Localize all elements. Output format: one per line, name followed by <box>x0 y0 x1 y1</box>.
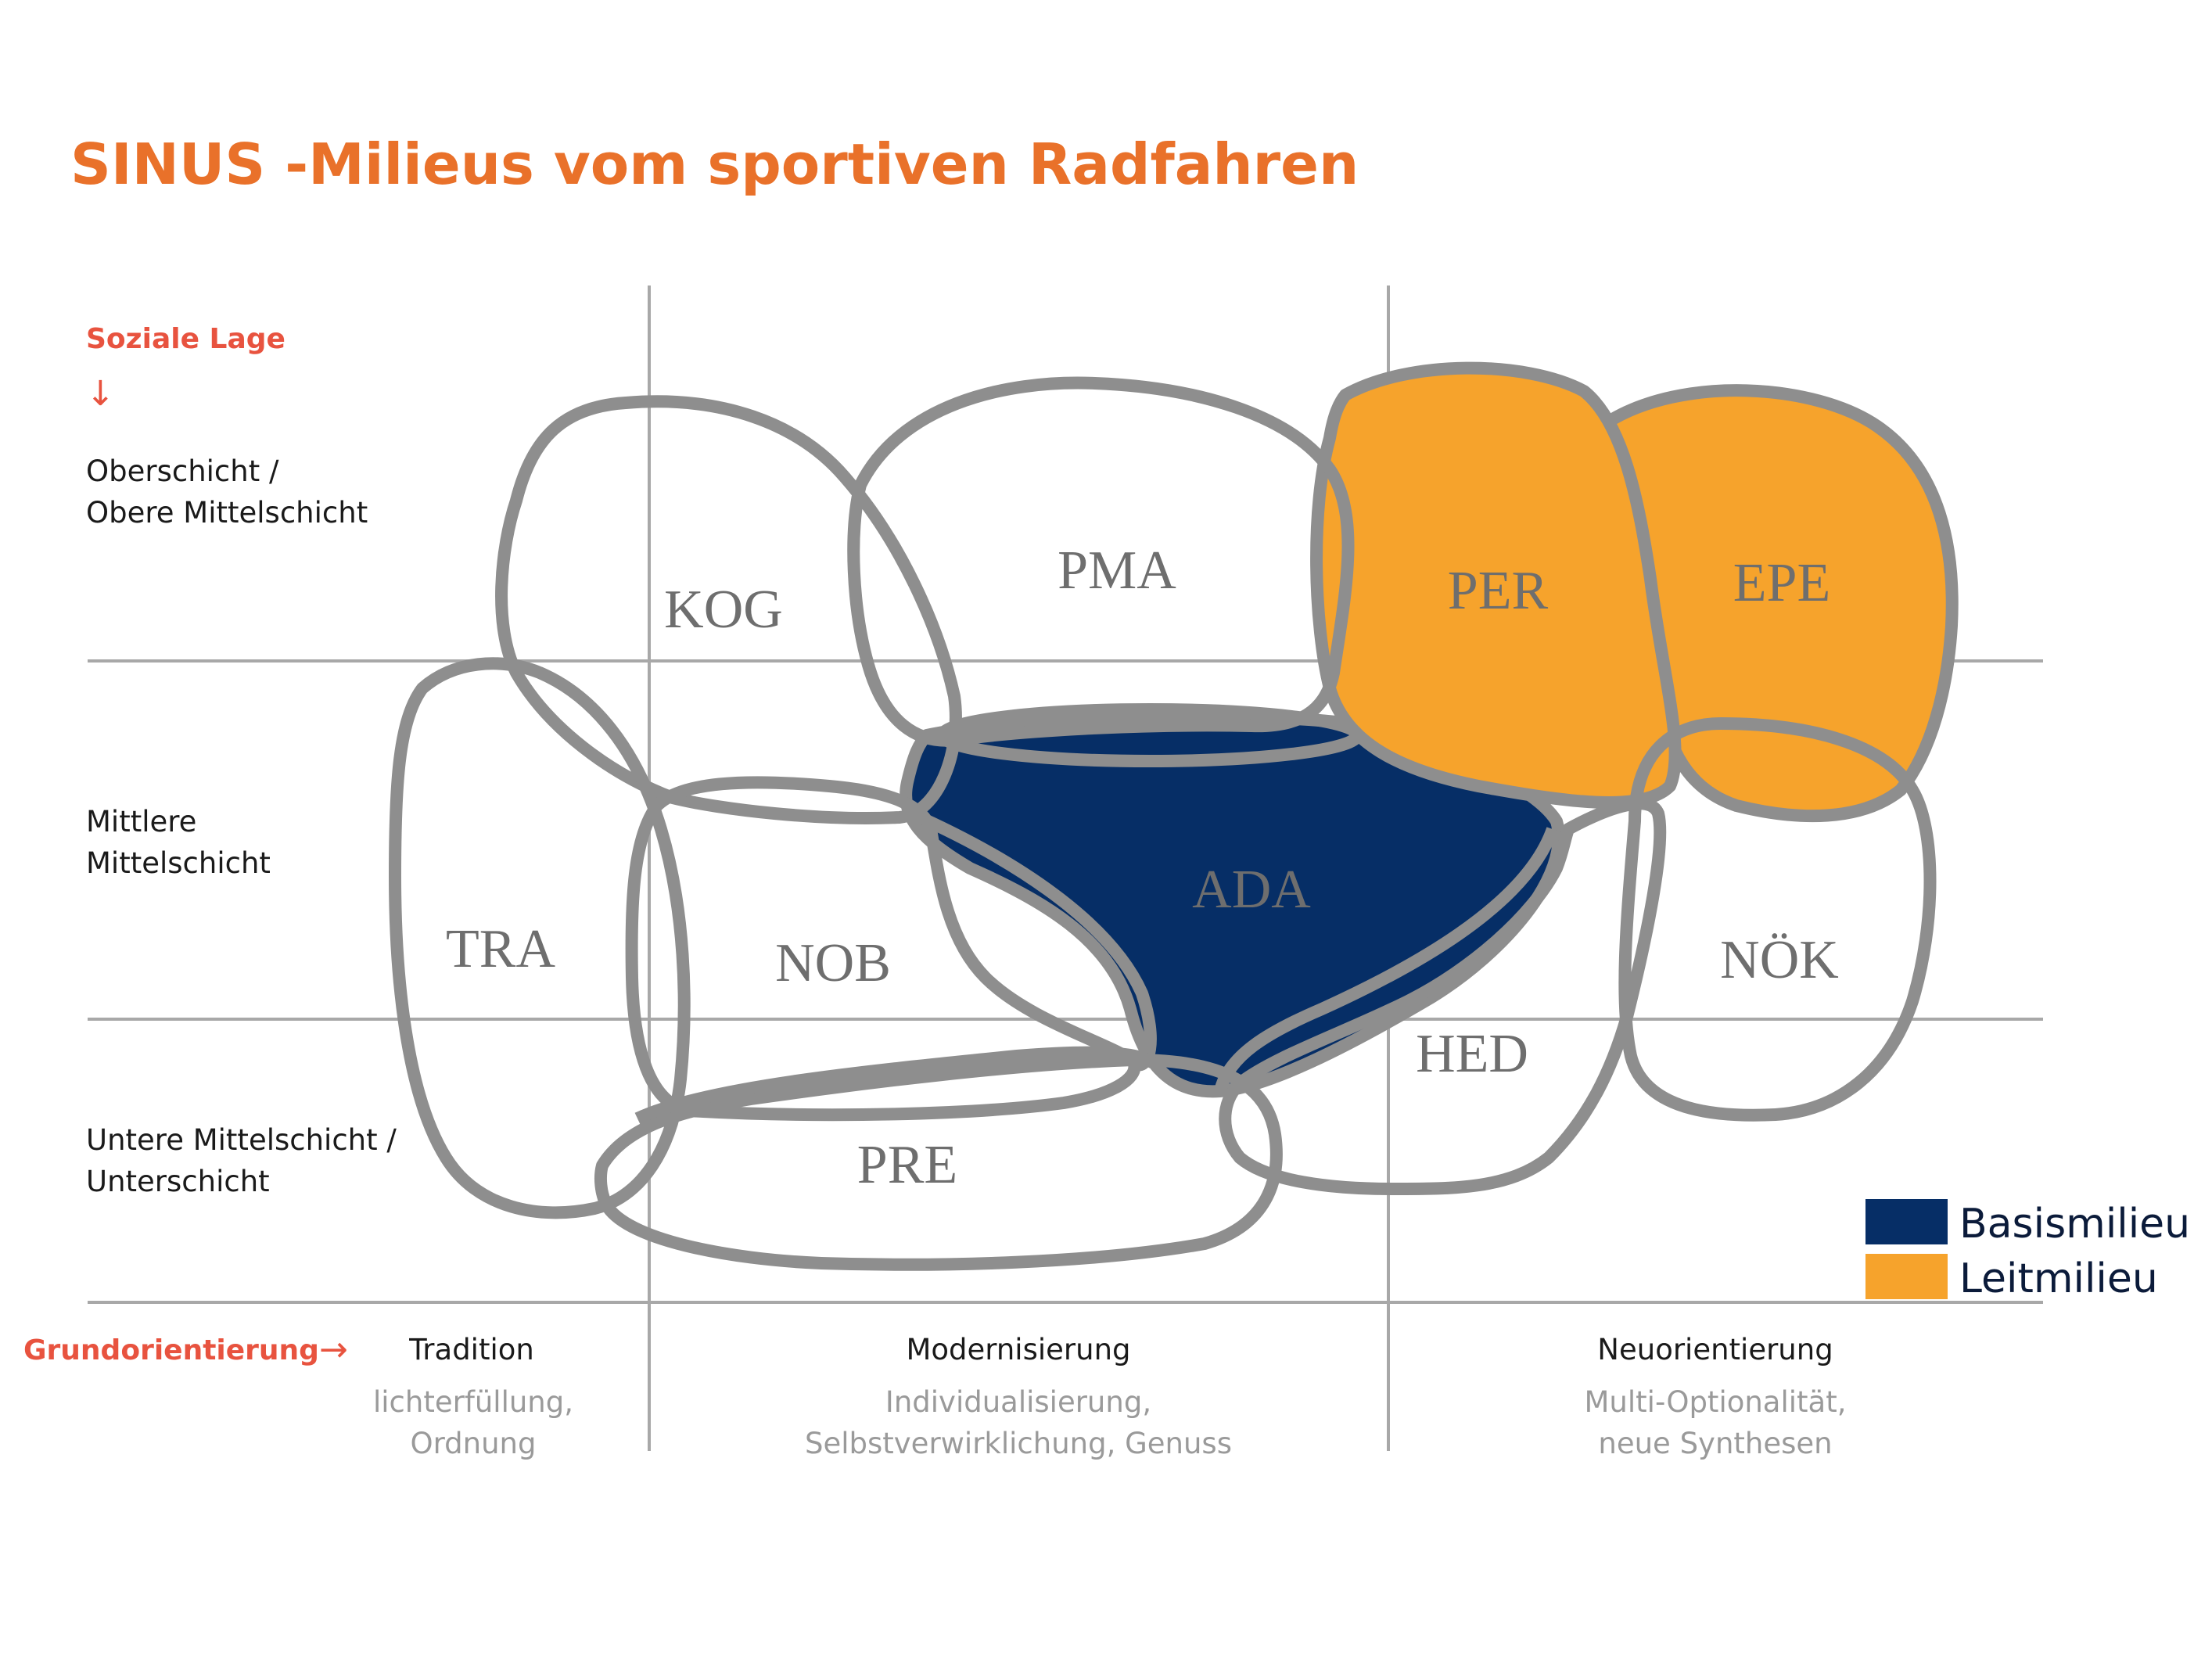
x-column-3-sub1: Multi-Optionalität, <box>1585 1385 1847 1419</box>
milieu-label-kog: KOG <box>664 580 783 640</box>
milieu-label-nok: NÖK <box>1720 930 1839 990</box>
legend: Basismilieu Leitmilieu <box>1865 1199 2190 1302</box>
milieu-shape-hed <box>1219 797 1667 1195</box>
milieu-shape-pre-upper-band <box>634 1046 1158 1125</box>
x-axis-arrow: → <box>319 1330 348 1370</box>
milieu-shape-tra <box>389 657 691 1219</box>
y-axis: Soziale Lage ↓ Oberschicht / Obere Mitte… <box>86 323 397 1198</box>
milieu-label-ada: ADA <box>1192 860 1311 920</box>
milieu-label-pma: PMA <box>1058 540 1176 601</box>
y-level-2-line2: Mittelschicht <box>86 846 271 880</box>
legend-label-basis: Basismilieu <box>1959 1201 2190 1248</box>
milieu-label-per: PER <box>1448 561 1549 621</box>
milieu-label-nob: NOB <box>775 933 891 993</box>
x-column-2-sub1: Individualisierung, <box>885 1385 1151 1419</box>
y-level-3-line2: Unterschicht <box>86 1165 270 1198</box>
legend-swatch-basis <box>1865 1199 1948 1244</box>
milieu-label-tra: TRA <box>446 919 555 979</box>
y-level-1-line1: Oberschicht / <box>86 454 279 488</box>
x-column-3-name: Neuorientierung <box>1597 1333 1833 1366</box>
milieu-label-pre: PRE <box>857 1135 957 1195</box>
milieu-labels: KOG PMA PER EPE TRA NOB ADA NÖK HED PRE <box>446 540 1839 1195</box>
x-column-1-sub2: Ordnung <box>410 1427 536 1460</box>
milieu-label-hed: HED <box>1416 1024 1528 1084</box>
page-title: SINUS -Milieus vom sportiven Radfahren <box>70 131 1359 197</box>
x-column-2-name: Modernisierung <box>906 1333 1130 1366</box>
y-axis-label: Soziale Lage <box>86 323 285 355</box>
milieu-shape-pre <box>594 1054 1283 1271</box>
x-axis: Grundorientierung → Tradition lichterfül… <box>23 1330 1847 1460</box>
milieu-label-epe: EPE <box>1733 553 1830 613</box>
milieu-shape-nok <box>1618 717 1937 1122</box>
milieu-shape-pma <box>847 376 1355 747</box>
x-column-1-sub1: lichterfüllung, <box>373 1385 573 1419</box>
x-column-2-sub2: Selbstverwirklichung, Genuss <box>805 1427 1232 1460</box>
legend-label-leit: Leitmilieu <box>1959 1255 2158 1302</box>
x-column-3-sub2: neue Synthesen <box>1598 1427 1832 1460</box>
legend-swatch-leit <box>1865 1254 1948 1299</box>
milieu-shape-nob <box>625 776 1141 1122</box>
y-level-3-line1: Untere Mittelschicht / <box>86 1123 397 1157</box>
x-axis-label: Grundorientierung <box>23 1334 319 1366</box>
milieu-shape-kog <box>495 395 962 824</box>
y-level-1-line2: Obere Mittelschicht <box>86 496 368 530</box>
x-column-1-name: Tradition <box>408 1333 534 1366</box>
filled-milieus <box>900 361 1959 1098</box>
milieu-shape-ada-outer <box>1214 827 1559 1093</box>
y-level-2-line1: Mittlere <box>86 805 196 838</box>
y-axis-arrow: ↓ <box>86 374 115 414</box>
outlined-milieus <box>389 376 1937 1271</box>
